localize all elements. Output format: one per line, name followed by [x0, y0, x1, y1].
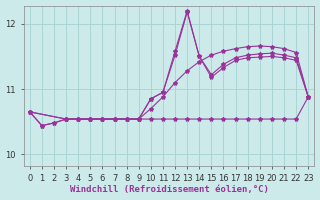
X-axis label: Windchill (Refroidissement éolien,°C): Windchill (Refroidissement éolien,°C): [69, 185, 268, 194]
